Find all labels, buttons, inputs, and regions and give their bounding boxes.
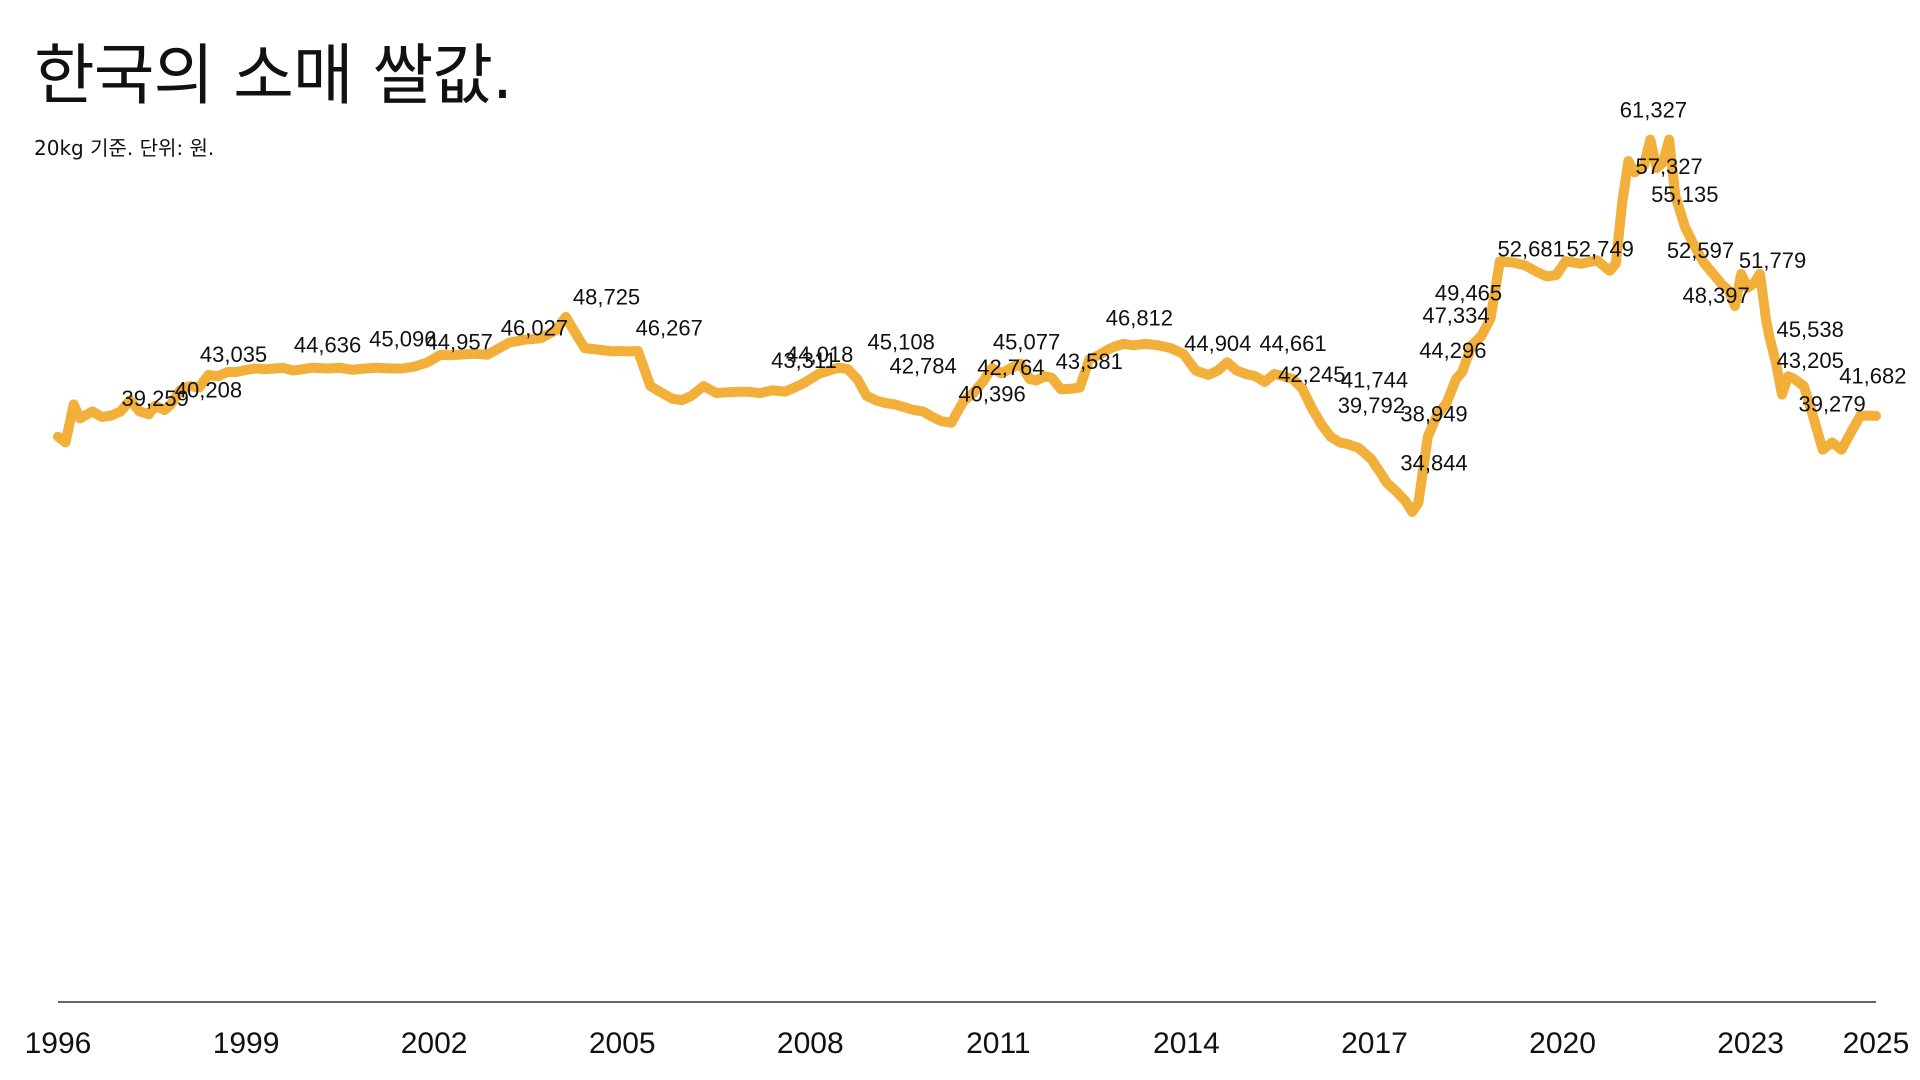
x-tick-label: 1999 bbox=[213, 1027, 280, 1060]
data-label: 42,784 bbox=[889, 353, 956, 378]
chart-subtitle: 20kg 기준. 단위: 원. bbox=[34, 136, 215, 160]
data-label: 43,311 bbox=[771, 348, 837, 373]
data-label: 40,208 bbox=[175, 377, 242, 402]
data-label: 45,096 bbox=[369, 327, 436, 352]
x-tick-label: 2014 bbox=[1153, 1027, 1220, 1060]
data-label: 55,135 bbox=[1651, 182, 1718, 207]
x-tick-label: 2023 bbox=[1717, 1027, 1784, 1060]
price-series-line bbox=[53, 134, 1881, 517]
data-label: 46,812 bbox=[1106, 306, 1173, 331]
data-label: 34,844 bbox=[1400, 450, 1467, 475]
x-tick-label: 2011 bbox=[966, 1027, 1031, 1060]
x-tick-labels: 1996 1999 2002 2005 2008 2011 2014 2017 2020 2023… bbox=[25, 1027, 1910, 1060]
data-label: 42,245 bbox=[1278, 362, 1345, 387]
x-tick-label: 2005 bbox=[589, 1027, 656, 1060]
data-label: 51,779 bbox=[1739, 248, 1806, 273]
data-label: 46,267 bbox=[636, 315, 703, 340]
data-label: 52,597 bbox=[1667, 238, 1734, 263]
x-tick-label: 1996 bbox=[25, 1027, 92, 1060]
x-tick-label: 2008 bbox=[777, 1027, 844, 1060]
data-label: 38,949 bbox=[1400, 401, 1467, 426]
data-label: 39,792 bbox=[1338, 393, 1405, 418]
data-label: 57,327 bbox=[1635, 154, 1702, 179]
data-label: 52,749 bbox=[1567, 237, 1634, 262]
data-label: 61,327 bbox=[1620, 98, 1687, 123]
data-label: 43,035 bbox=[200, 342, 267, 367]
data-label: 45,108 bbox=[868, 330, 935, 355]
x-tick-label: 2002 bbox=[401, 1027, 468, 1060]
data-label: 41,682 bbox=[1839, 363, 1906, 388]
data-label: 39,279 bbox=[1798, 391, 1865, 416]
x-tick-label: 2017 bbox=[1341, 1027, 1408, 1060]
data-label: 43,581 bbox=[1056, 349, 1123, 374]
data-label: 44,296 bbox=[1419, 338, 1486, 363]
data-label: 42,764 bbox=[977, 355, 1044, 380]
data-label: 49,465 bbox=[1435, 280, 1502, 305]
chart-title: 한국의 소매 쌀값. bbox=[34, 37, 513, 114]
data-label: 45,077 bbox=[993, 330, 1060, 355]
data-label: 48,725 bbox=[573, 285, 640, 310]
data-label: 46,027 bbox=[501, 315, 568, 340]
data-label: 41,744 bbox=[1341, 368, 1408, 393]
x-tick-label: 2025 bbox=[1843, 1027, 1910, 1060]
data-label: 44,957 bbox=[426, 330, 493, 355]
x-tick-label: 2020 bbox=[1529, 1027, 1596, 1060]
data-label: 44,661 bbox=[1259, 331, 1326, 356]
data-label: 43,205 bbox=[1777, 348, 1844, 373]
data-label: 47,334 bbox=[1422, 303, 1489, 328]
data-label: 44,636 bbox=[294, 332, 361, 357]
data-label: 48,397 bbox=[1682, 283, 1749, 308]
data-label: 52,681 bbox=[1498, 237, 1565, 262]
data-label: 45,538 bbox=[1777, 317, 1844, 342]
data-label: 39,259 bbox=[122, 386, 189, 411]
data-label: 40,396 bbox=[958, 382, 1025, 407]
data-label: 44,018 bbox=[786, 342, 853, 367]
data-label: 44,904 bbox=[1184, 331, 1251, 356]
